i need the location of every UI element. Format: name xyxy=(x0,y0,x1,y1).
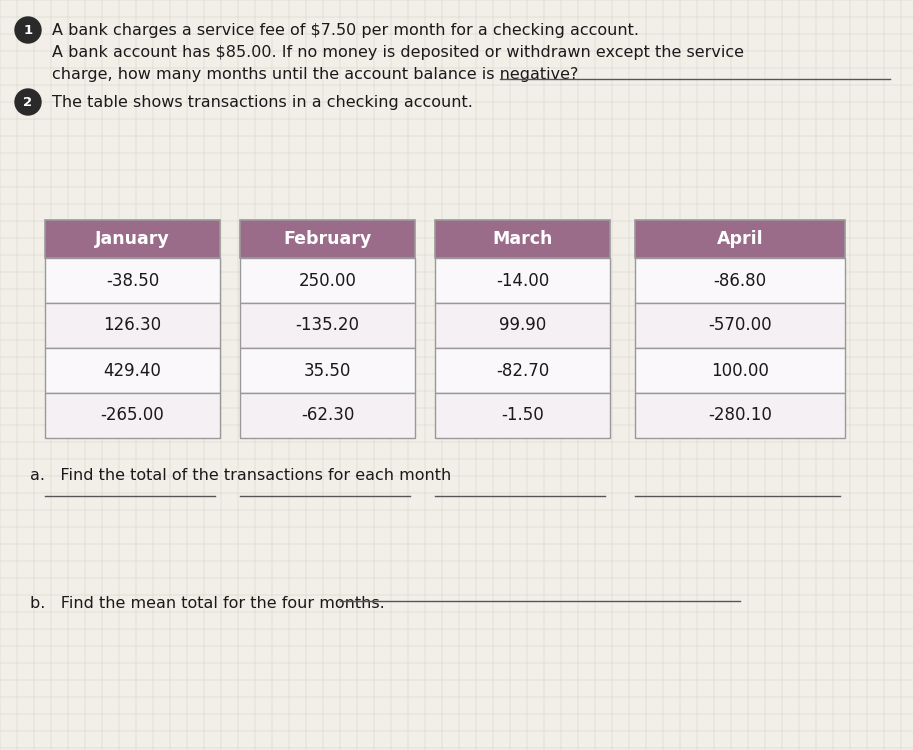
Text: 429.40: 429.40 xyxy=(103,362,162,380)
Bar xyxy=(435,393,610,438)
Text: -265.00: -265.00 xyxy=(100,406,164,424)
Text: A bank charges a service fee of $7.50 per month for a checking account.: A bank charges a service fee of $7.50 pe… xyxy=(52,22,639,38)
Text: -1.50: -1.50 xyxy=(501,406,544,424)
Text: 2: 2 xyxy=(24,95,33,109)
Text: -82.70: -82.70 xyxy=(496,362,549,380)
Bar xyxy=(240,258,415,303)
Circle shape xyxy=(15,89,41,115)
Text: March: March xyxy=(492,230,552,248)
Text: b.   Find the mean total for the four months.: b. Find the mean total for the four mont… xyxy=(30,596,384,611)
Text: 126.30: 126.30 xyxy=(103,316,162,334)
Text: charge, how many months until the account balance is negative?: charge, how many months until the accoun… xyxy=(52,67,578,82)
Bar xyxy=(635,303,845,348)
Bar xyxy=(45,348,220,393)
Text: -38.50: -38.50 xyxy=(106,272,159,290)
Text: -570.00: -570.00 xyxy=(708,316,771,334)
Text: 1: 1 xyxy=(24,23,33,37)
Bar xyxy=(435,258,610,303)
Text: A bank account has $85.00. If no money is deposited or withdrawn except the serv: A bank account has $85.00. If no money i… xyxy=(52,44,744,59)
Circle shape xyxy=(15,17,41,43)
Text: -86.80: -86.80 xyxy=(713,272,767,290)
Bar xyxy=(45,393,220,438)
Bar xyxy=(240,220,415,258)
Bar xyxy=(45,220,220,258)
Bar xyxy=(240,348,415,393)
Bar xyxy=(635,393,845,438)
Bar xyxy=(635,348,845,393)
Text: a.   Find the total of the transactions for each month: a. Find the total of the transactions fo… xyxy=(30,468,451,483)
Bar xyxy=(635,258,845,303)
Bar xyxy=(635,220,845,258)
Text: -14.00: -14.00 xyxy=(496,272,549,290)
Text: -62.30: -62.30 xyxy=(300,406,354,424)
Text: -135.20: -135.20 xyxy=(296,316,360,334)
Text: February: February xyxy=(283,230,372,248)
Bar xyxy=(240,303,415,348)
Text: 99.90: 99.90 xyxy=(498,316,546,334)
Bar xyxy=(45,258,220,303)
Text: 250.00: 250.00 xyxy=(299,272,356,290)
Bar xyxy=(45,303,220,348)
Text: April: April xyxy=(717,230,763,248)
Bar xyxy=(435,348,610,393)
Bar xyxy=(240,393,415,438)
Text: -280.10: -280.10 xyxy=(708,406,771,424)
Text: The table shows transactions in a checking account.: The table shows transactions in a checki… xyxy=(52,94,473,110)
Text: 35.50: 35.50 xyxy=(304,362,352,380)
Text: January: January xyxy=(95,230,170,248)
Bar xyxy=(435,220,610,258)
Text: 100.00: 100.00 xyxy=(711,362,769,380)
Bar xyxy=(435,303,610,348)
